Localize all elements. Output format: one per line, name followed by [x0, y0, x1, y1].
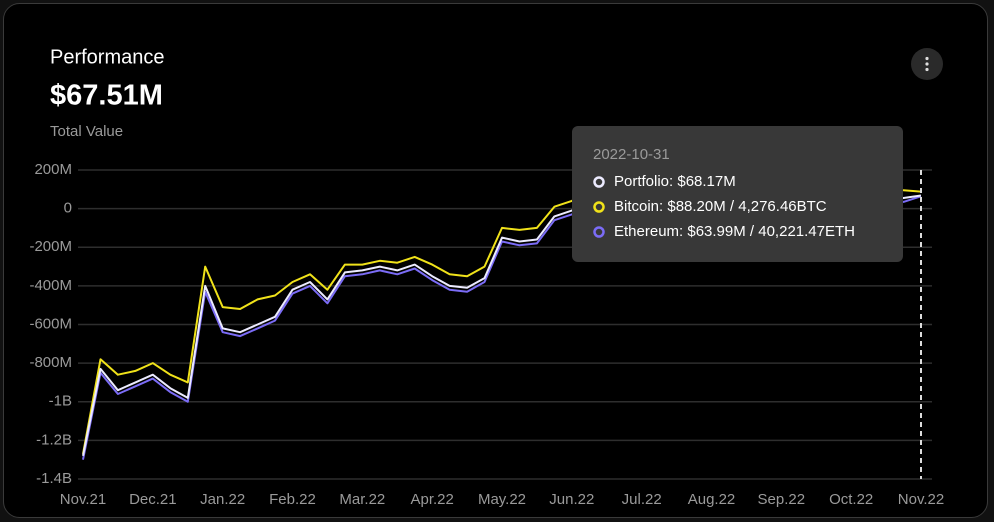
x-tick-label: Aug.22: [688, 491, 736, 508]
x-tick-label: May.22: [478, 491, 526, 508]
y-tick-label: -200M: [29, 238, 72, 255]
y-tick-label: -1B: [49, 393, 72, 410]
card-title: Performance: [50, 46, 165, 68]
tooltip-item: Portfolio: $68.17M: [614, 173, 736, 190]
x-tick-label: Jun.22: [549, 491, 594, 508]
x-tick-label: Nov.21: [60, 491, 106, 508]
tooltip-background: [572, 126, 903, 262]
y-tick-label: -800M: [29, 354, 72, 371]
menu-button[interactable]: [911, 48, 943, 80]
y-tick-label: -1.2B: [36, 431, 72, 448]
x-tick-label: Dec.21: [129, 491, 177, 508]
y-tick-label: 200M: [34, 161, 72, 178]
y-tick-label: -1.4B: [36, 470, 72, 487]
y-tick-label: -600M: [29, 315, 72, 332]
menu-dot: [925, 56, 929, 61]
plot: -1.4B -1.2B -1B -800M -600M -400M -200M 0 200M No…: [29, 161, 944, 508]
x-tick-label: Jan.22: [200, 491, 245, 508]
tooltip-item: Ethereum: $63.99M / 40,221.47ETH: [614, 223, 855, 240]
y-tick-label: -400M: [29, 277, 72, 294]
x-tick-label: Sep.22: [758, 491, 806, 508]
tooltip: 2022-10-31 Portfolio: $68.17M Bitcoin: $8…: [572, 126, 903, 262]
x-tick-label: Jul.22: [622, 491, 662, 508]
x-tick-label: Feb.22: [269, 491, 316, 508]
tooltip-marker: [593, 176, 605, 188]
tooltip-item: Bitcoin: $88.20M / 4,276.46BTC: [614, 198, 827, 215]
menu-dot: [925, 67, 929, 72]
y-tick-label: 0: [64, 200, 72, 217]
tooltip-marker: [593, 226, 605, 238]
x-tick-label: Nov.22: [898, 491, 944, 508]
total-value: $67.51M: [50, 80, 163, 112]
x-tick-label: Oct.22: [829, 491, 873, 508]
menu-dot: [925, 62, 929, 66]
x-tick-label: Apr.22: [410, 491, 453, 508]
value-caption: Total Value: [50, 123, 123, 140]
tooltip-date: 2022-10-31: [593, 146, 670, 163]
tooltip-marker: [593, 201, 605, 213]
x-tick-label: Mar.22: [339, 491, 385, 508]
